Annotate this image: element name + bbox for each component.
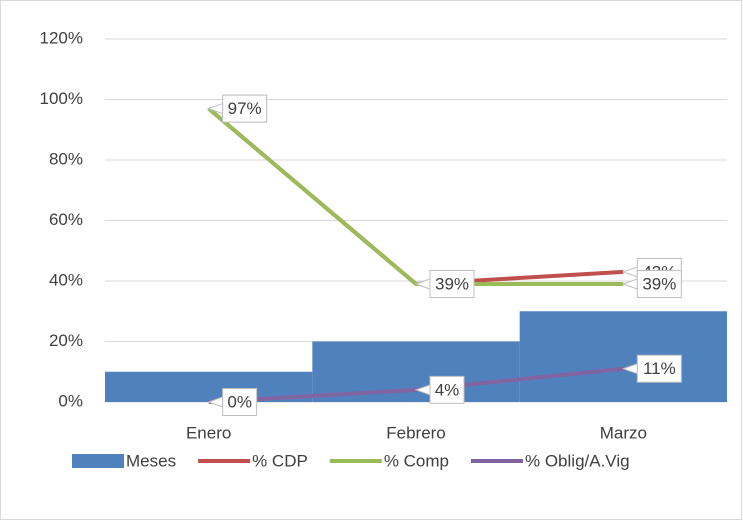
- legend-swatch: [72, 454, 124, 468]
- labels: 97%39%43%97%39%39%0%4%11%: [207, 94, 682, 416]
- label-box: [429, 270, 475, 299]
- label-box: [429, 375, 465, 404]
- data-label: 97%: [207, 94, 268, 123]
- bars: [105, 311, 727, 402]
- label-box: [636, 354, 682, 383]
- x-tick-label: Marzo: [600, 423, 647, 442]
- data-label: 11%: [621, 354, 682, 383]
- y-tick-label: 40%: [49, 270, 83, 289]
- grid: 0% 20% 40% 60% 80% 100% 120% Enero Febrero Marzo: [40, 28, 727, 442]
- bar: [312, 341, 520, 402]
- y-tick-label: 0%: [58, 391, 83, 410]
- data-label: 39%: [414, 270, 475, 299]
- label-box: [222, 94, 268, 123]
- data-label: 39%: [621, 270, 682, 299]
- y-tick-label: 20%: [49, 331, 83, 350]
- data-label-text: 39%: [435, 275, 469, 294]
- bar: [519, 311, 727, 402]
- data-label-text: 39%: [642, 275, 676, 294]
- data-label: 0%: [207, 388, 258, 416]
- legend-label: % CDP: [252, 451, 308, 470]
- y-tick-label: 120%: [40, 28, 83, 47]
- legend-label: Meses: [126, 451, 176, 470]
- data-label-text: 97%: [228, 99, 262, 118]
- legend: Meses % CDP % Comp % Oblig/A.Vig: [72, 451, 630, 470]
- y-tick-label: 60%: [49, 210, 83, 229]
- x-tick-label: Enero: [186, 423, 231, 442]
- data-label-text: 11%: [643, 359, 676, 378]
- legend-label: % Oblig/A.Vig: [525, 451, 630, 470]
- data-label-text: 0%: [227, 392, 252, 411]
- data-label: 4%: [414, 375, 465, 404]
- y-tick-label: 100%: [40, 89, 83, 108]
- data-label-text: 4%: [435, 380, 460, 399]
- label-box: [222, 388, 258, 416]
- legend-label: % Comp: [384, 451, 449, 470]
- x-tick-label: Febrero: [386, 423, 446, 442]
- y-tick-label: 80%: [49, 149, 83, 168]
- label-box: [636, 270, 682, 299]
